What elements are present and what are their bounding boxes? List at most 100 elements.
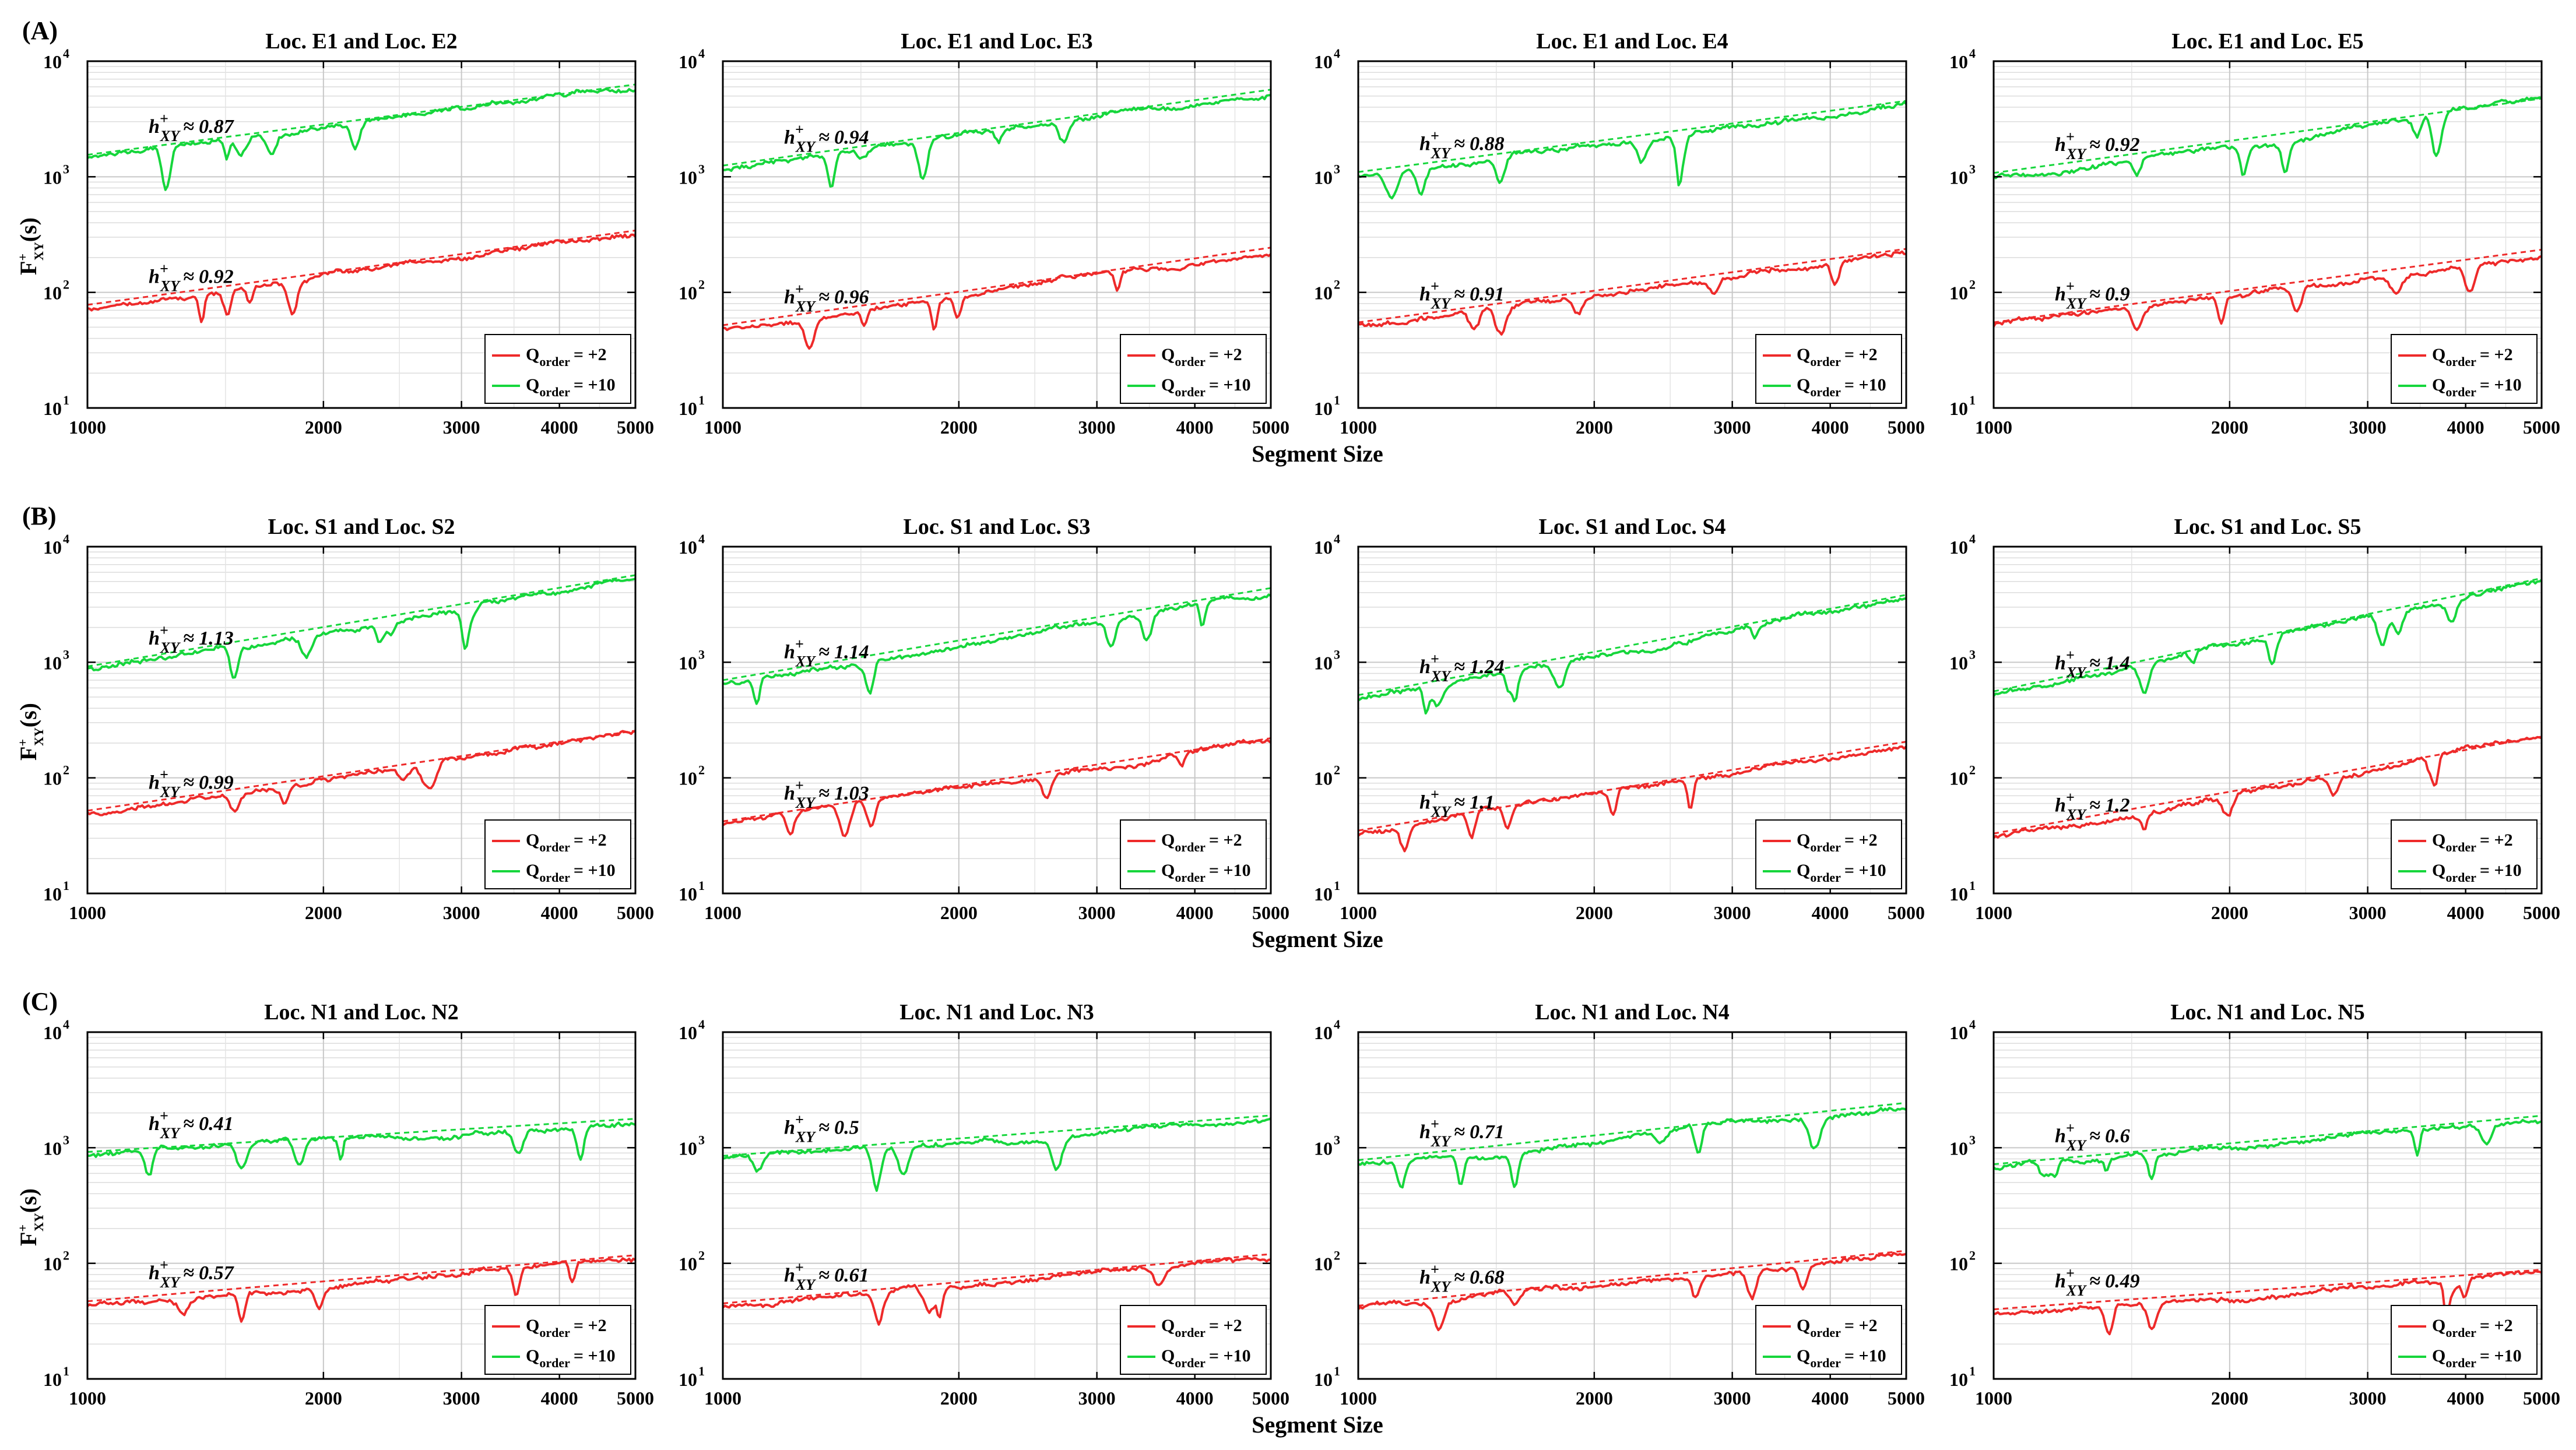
anno-prefix: ≈ [183, 266, 199, 287]
legend-sub: order [1810, 870, 1841, 885]
axes-box [1357, 545, 1907, 895]
y-label-sub: XY [31, 1213, 46, 1231]
legend-entry: Qorder = +10 [1797, 375, 1886, 399]
legend-value: = +2 [1209, 1316, 1242, 1335]
x-tick-label: 1000 [69, 417, 106, 438]
anno-h-value: 0.88 [1470, 133, 1505, 154]
x-axis-label: Segment Size [1252, 1412, 1383, 1438]
anno-prefix: ≈ [2089, 795, 2105, 816]
legend-box [2391, 334, 2538, 404]
y-tick-exponent: 2 [1334, 277, 1340, 292]
anno-h-value: 1.4 [2105, 653, 2130, 674]
y-tick-label: 10 [1949, 884, 1968, 905]
x-tick-label: 5000 [1888, 417, 1925, 438]
x-tick-label: 2000 [2211, 1388, 2248, 1409]
legend-entry: Qorder = +2 [1797, 1316, 1878, 1340]
y-tick-base: 10 [1314, 51, 1333, 72]
legend-entry: Qorder = +2 [2432, 830, 2513, 854]
y-tick-base: 10 [1949, 884, 1968, 905]
y-tick-exponent: 1 [1969, 878, 1976, 893]
y-tick-base: 10 [1314, 1254, 1333, 1275]
y-tick-label: 10 [1314, 1369, 1333, 1390]
y-tick-exponent: 2 [1334, 763, 1340, 777]
anno-sup: + [1431, 1115, 1439, 1132]
anno-h-value: 1.2 [2105, 795, 2130, 816]
anno-h-value: 1.14 [834, 641, 869, 663]
legend-entry: Qorder = +2 [1161, 345, 1242, 369]
y-tick-exponent: 3 [1969, 1132, 1976, 1147]
y-tick-exponent: 2 [1334, 1248, 1340, 1263]
anno-sup: + [160, 622, 168, 639]
y-tick-label: 10 [1314, 167, 1333, 188]
y-tick-base: 10 [43, 1138, 62, 1159]
y-tick-base: 10 [43, 1254, 62, 1275]
legend-entry: Qorder = +2 [1797, 830, 1878, 854]
y-tick-label: 10 [43, 768, 62, 789]
panel-title: Loc. N1 and Loc. N2 [264, 1000, 459, 1025]
series-line-q2 [1993, 1270, 2542, 1336]
anno-sup: + [1431, 127, 1439, 144]
anno-sub: XY [1431, 145, 1452, 161]
anno-h-value: 0.68 [1470, 1267, 1505, 1289]
anno-h-value: 0.6 [2105, 1125, 2130, 1147]
y-tick-base: 10 [679, 51, 697, 72]
anno-sup: + [795, 1259, 804, 1276]
x-tick-label: 5000 [2523, 902, 2560, 923]
anno-prefix: ≈ [1454, 1121, 1470, 1143]
y-tick-label: 10 [1314, 398, 1333, 419]
y-tick-exponent: 2 [63, 277, 69, 292]
y-tick-exponent: 1 [1969, 393, 1976, 407]
anno-symbol: h [1419, 133, 1431, 154]
anno-sup: + [2066, 128, 2075, 145]
legend-value: = +2 [574, 830, 607, 850]
anno-prefix: ≈ [1454, 791, 1470, 813]
anno-prefix: ≈ [1454, 1267, 1470, 1289]
y-tick-base: 10 [1949, 283, 1968, 304]
legend-box [1120, 1305, 1267, 1375]
y-label-sub: XY [31, 727, 46, 746]
anno-prefix: ≈ [183, 772, 199, 793]
anno-prefix: ≈ [2089, 134, 2105, 156]
legend-value: = +10 [574, 375, 616, 395]
fit-line-q10 [1993, 1114, 2542, 1166]
series-line-q10 [1992, 1118, 2542, 1180]
y-tick-base: 10 [679, 1138, 697, 1159]
x-tick-label: 1000 [1975, 417, 2012, 438]
legend-sub: order [1810, 354, 1841, 369]
x-tick-label: 1000 [69, 1388, 106, 1409]
series-line-q2 [722, 1257, 1271, 1326]
x-tick-label: 2000 [1576, 417, 1613, 438]
fit-annotation: h+ XY ≈ 0.57 [149, 1257, 235, 1291]
y-tick-exponent: 1 [1969, 1364, 1976, 1378]
y-label-f: F [15, 747, 41, 761]
series-line-q2 [1357, 745, 1907, 853]
y-tick-base: 10 [43, 652, 62, 673]
legend-sub: order [1175, 840, 1206, 854]
legend-sub: order [2445, 1325, 2476, 1340]
anno-h-value: 0.49 [2105, 1270, 2140, 1292]
legend-value: = +2 [2480, 1316, 2513, 1335]
y-label-sup: + [15, 739, 30, 747]
y-label-sup: + [15, 254, 30, 261]
x-tick-label: 1000 [1975, 902, 2012, 923]
y-label-f: F [15, 261, 41, 275]
y-axis-label: F+ XY(s) [15, 217, 46, 275]
y-tick-exponent: 3 [1334, 1132, 1340, 1147]
anno-sub: XY [2066, 1282, 2087, 1299]
fit-annotation: h+ XY ≈ 0.5 [784, 1111, 859, 1146]
legend-sub: order [1810, 1325, 1841, 1340]
y-tick-label: 10 [679, 283, 697, 304]
fit-line-q2 [87, 1254, 636, 1303]
y-tick-base: 10 [1949, 652, 1968, 673]
y-tick-base: 10 [43, 167, 62, 188]
y-tick-label: 10 [679, 652, 697, 673]
y-tick-label: 10 [43, 884, 62, 905]
legend-value: = +2 [2480, 830, 2513, 850]
y-axis-label: F+ XY(s) [15, 1188, 46, 1246]
anno-prefix: ≈ [818, 783, 834, 804]
legend-value: = +10 [1209, 375, 1251, 395]
y-tick-exponent: 1 [63, 878, 69, 893]
